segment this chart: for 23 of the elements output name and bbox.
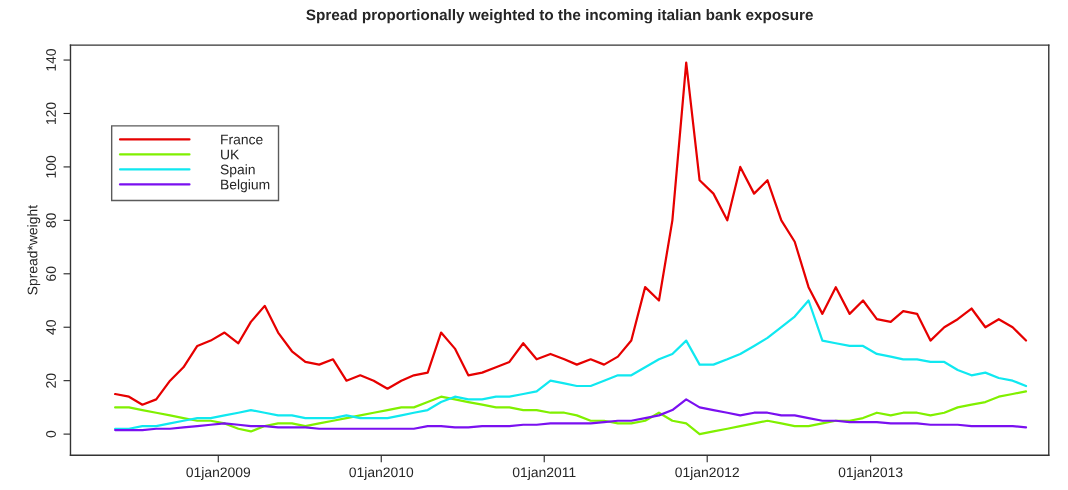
- line-series: [114, 390, 1028, 436]
- y-tick-label: 60: [46, 266, 56, 281]
- line-series: [114, 299, 1028, 430]
- chart-title: Spread proportionally weighted to the incoming italian bank exposure: [306, 9, 813, 24]
- y-tick-label: 40: [46, 320, 56, 335]
- legend-label: Spain: [220, 164, 255, 178]
- line-series: [114, 61, 1028, 406]
- legend-label: UK: [221, 149, 240, 160]
- x-tick-label: 01jan2011: [512, 467, 576, 480]
- y-tick-label: 20: [46, 373, 56, 388]
- y-axis-title: Spread*weight: [27, 205, 41, 295]
- y-tick-label: 140: [46, 49, 56, 71]
- y-tick-label: 80: [46, 213, 56, 228]
- legend-label: Belgium: [221, 179, 270, 193]
- x-tick-label: 01jan2012: [675, 467, 739, 480]
- line-series: [114, 398, 1028, 432]
- x-tick-label: 01jan2013: [838, 467, 903, 480]
- y-tick-label: 0: [46, 430, 56, 438]
- x-tick-label: 01jan2009: [186, 467, 251, 480]
- x-tick-label: 01jan2010: [349, 467, 414, 480]
- y-tick-label: 120: [46, 102, 56, 125]
- legend-label: France: [221, 134, 263, 145]
- y-tick-label: 100: [46, 155, 56, 178]
